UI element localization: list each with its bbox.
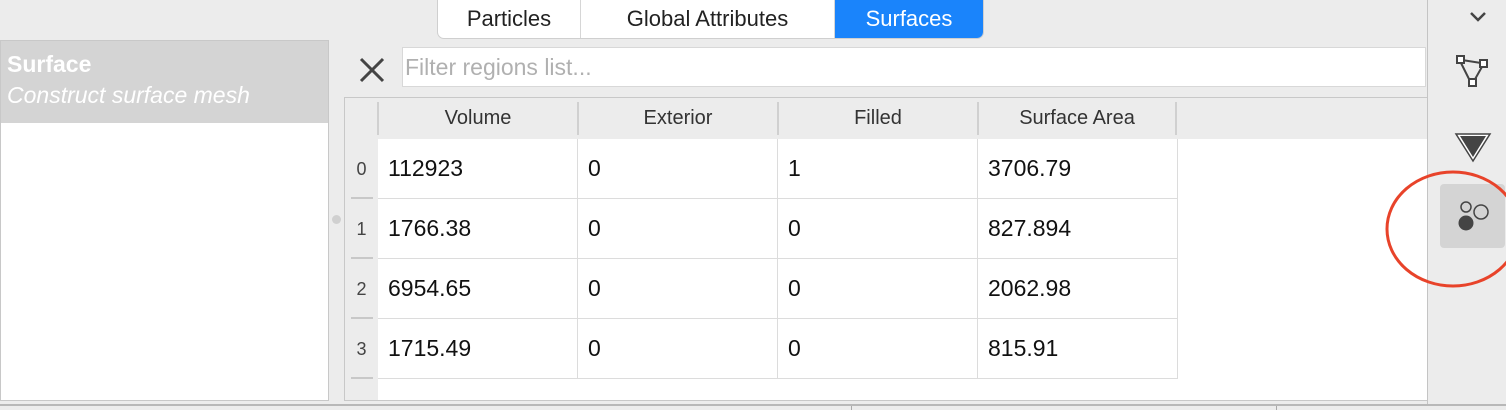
pipeline-item-title: Surface xyxy=(7,51,92,77)
table-cell[interactable]: 0 xyxy=(578,139,778,199)
table-cell[interactable]: 6954.65 xyxy=(378,259,578,319)
chevron-down-icon[interactable] xyxy=(1468,10,1488,24)
tab-global-attributes[interactable]: Global Attributes xyxy=(581,0,835,38)
row-index[interactable]: 0 xyxy=(356,159,367,179)
tab-surfaces[interactable]: Surfaces xyxy=(835,0,983,38)
table-cell[interactable]: 1715.49 xyxy=(378,319,578,379)
divider xyxy=(1427,0,1428,405)
table-cell[interactable]: 0 xyxy=(778,259,978,319)
table-cell[interactable]: 0 xyxy=(778,319,978,379)
pipeline-list: Surface Construct surface mesh xyxy=(0,40,329,401)
pipeline-item-subtitle: Construct surface mesh xyxy=(7,82,250,108)
particles-tool-button[interactable] xyxy=(1440,184,1505,248)
row-index[interactable]: 3 xyxy=(356,339,367,359)
bottom-divider xyxy=(0,404,1506,406)
filter-regions-input[interactable] xyxy=(402,47,1426,87)
column-header-surface-area[interactable]: Surface Area xyxy=(977,102,1177,135)
row-divider xyxy=(351,377,373,379)
row-header-column xyxy=(345,139,378,400)
particles-circles-icon xyxy=(1458,201,1489,231)
highlight-circle xyxy=(1385,170,1506,288)
tab-bar: Particles Global Attributes Surfaces xyxy=(437,0,984,39)
column-header-volume[interactable]: Volume xyxy=(377,102,577,135)
status-divider xyxy=(1276,406,1277,410)
table-cell[interactable]: 0 xyxy=(578,259,778,319)
table-cell[interactable]: 815.91 xyxy=(978,319,1178,379)
row-divider xyxy=(351,317,373,319)
filled-triangle-icon xyxy=(1454,133,1491,163)
row-divider xyxy=(351,257,373,259)
table-cell[interactable]: 827.894 xyxy=(978,199,1178,259)
table-cell[interactable]: 0 xyxy=(578,199,778,259)
table-cell[interactable]: 1 xyxy=(778,139,978,199)
table-cell[interactable]: 3706.79 xyxy=(978,139,1178,199)
row-divider xyxy=(351,197,373,199)
surface-tool-button[interactable] xyxy=(1440,112,1505,176)
table-cell[interactable]: 2062.98 xyxy=(978,259,1178,319)
clear-filter-icon[interactable] xyxy=(356,54,388,86)
splitter-handle[interactable] xyxy=(332,215,341,224)
regions-table: Volume Exterior Filled Surface Area 0 112… xyxy=(344,97,1428,401)
column-header-exterior[interactable]: Exterior xyxy=(577,102,777,135)
mesh-tool-button[interactable] xyxy=(1440,40,1505,104)
table-cell[interactable]: 1766.38 xyxy=(378,199,578,259)
table-cell[interactable]: 0 xyxy=(778,199,978,259)
tab-particles[interactable]: Particles xyxy=(438,0,581,38)
column-header-filled[interactable]: Filled xyxy=(777,102,977,135)
mesh-triangle-icon xyxy=(1455,55,1488,87)
table-cell[interactable]: 112923 xyxy=(378,139,578,199)
row-index[interactable]: 1 xyxy=(356,219,367,239)
table-header: Volume Exterior Filled Surface Area xyxy=(345,98,1427,139)
pipeline-item-surface[interactable]: Surface Construct surface mesh xyxy=(1,41,328,123)
status-divider xyxy=(851,406,852,410)
table-cell[interactable]: 0 xyxy=(578,319,778,379)
row-index[interactable]: 2 xyxy=(356,279,367,299)
